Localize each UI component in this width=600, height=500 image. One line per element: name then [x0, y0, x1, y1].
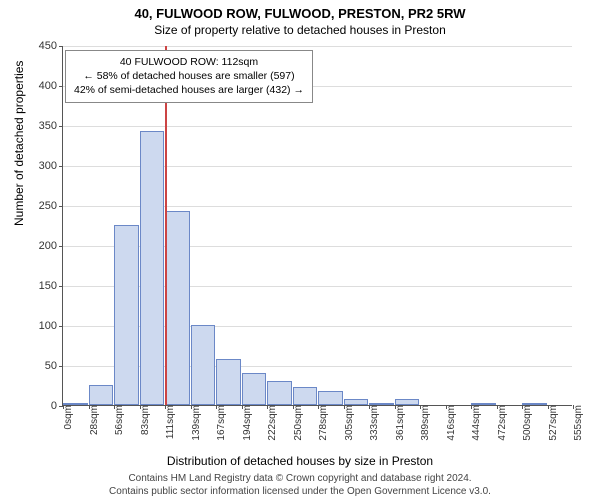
xtick-label: 472sqm	[493, 405, 508, 441]
histogram-bar	[242, 373, 267, 405]
xtick-label: 167sqm	[212, 405, 227, 441]
histogram-bar	[114, 225, 139, 405]
xtick-label: 305sqm	[340, 405, 355, 441]
xtick-label: 333sqm	[365, 405, 380, 441]
xtick-label: 139sqm	[187, 405, 202, 441]
xtick-label: 416sqm	[442, 405, 457, 441]
xtick-label: 278sqm	[314, 405, 329, 441]
xtick-label: 83sqm	[136, 405, 151, 435]
ytick-label: 300	[39, 160, 63, 172]
ytick-label: 200	[39, 240, 63, 252]
grid-line	[63, 126, 572, 127]
xtick-label: 389sqm	[416, 405, 431, 441]
xtick-label: 555sqm	[569, 405, 584, 441]
chart-title-main: 40, FULWOOD ROW, FULWOOD, PRESTON, PR2 5…	[0, 6, 600, 21]
footer-attribution: Contains HM Land Registry data © Crown c…	[0, 472, 600, 498]
histogram-bar	[89, 385, 114, 405]
ytick-label: 400	[39, 80, 63, 92]
ytick-label: 350	[39, 120, 63, 132]
xtick-label: 250sqm	[289, 405, 304, 441]
xtick-label: 28sqm	[85, 405, 100, 435]
ytick-label: 250	[39, 200, 63, 212]
ytick-label: 150	[39, 280, 63, 292]
annotation-line: 40 FULWOOD ROW: 112sqm	[74, 55, 304, 69]
xtick-label: 361sqm	[391, 405, 406, 441]
xtick-label: 194sqm	[238, 405, 253, 441]
annotation-box: 40 FULWOOD ROW: 112sqm← 58% of detached …	[65, 50, 313, 103]
xtick-label: 222sqm	[263, 405, 278, 441]
annotation-line: 42% of semi-detached houses are larger (…	[74, 83, 304, 97]
xtick-label: 56sqm	[110, 405, 125, 435]
histogram-bar	[140, 131, 165, 405]
xtick-label: 0sqm	[59, 405, 74, 429]
xtick-label: 527sqm	[544, 405, 559, 441]
footer-line-2: Contains public sector information licen…	[0, 485, 600, 498]
chart-title-sub: Size of property relative to detached ho…	[0, 23, 600, 37]
histogram-bar	[191, 325, 216, 405]
annotation-line: ← 58% of detached houses are smaller (59…	[74, 69, 304, 83]
footer-line-1: Contains HM Land Registry data © Crown c…	[0, 472, 600, 485]
y-axis-label: Number of detached properties	[12, 61, 26, 226]
histogram-bar	[318, 391, 343, 405]
xtick-label: 111sqm	[161, 405, 176, 439]
histogram-bar	[216, 359, 241, 405]
histogram-bar	[165, 211, 190, 405]
xtick-label: 500sqm	[518, 405, 533, 441]
xtick-label: 444sqm	[467, 405, 482, 441]
x-axis-label: Distribution of detached houses by size …	[0, 454, 600, 468]
ytick-label: 50	[45, 360, 63, 372]
grid-line	[63, 46, 572, 47]
ytick-label: 100	[39, 320, 63, 332]
histogram-bar	[267, 381, 292, 405]
ytick-label: 450	[39, 40, 63, 52]
histogram-bar	[293, 387, 318, 405]
